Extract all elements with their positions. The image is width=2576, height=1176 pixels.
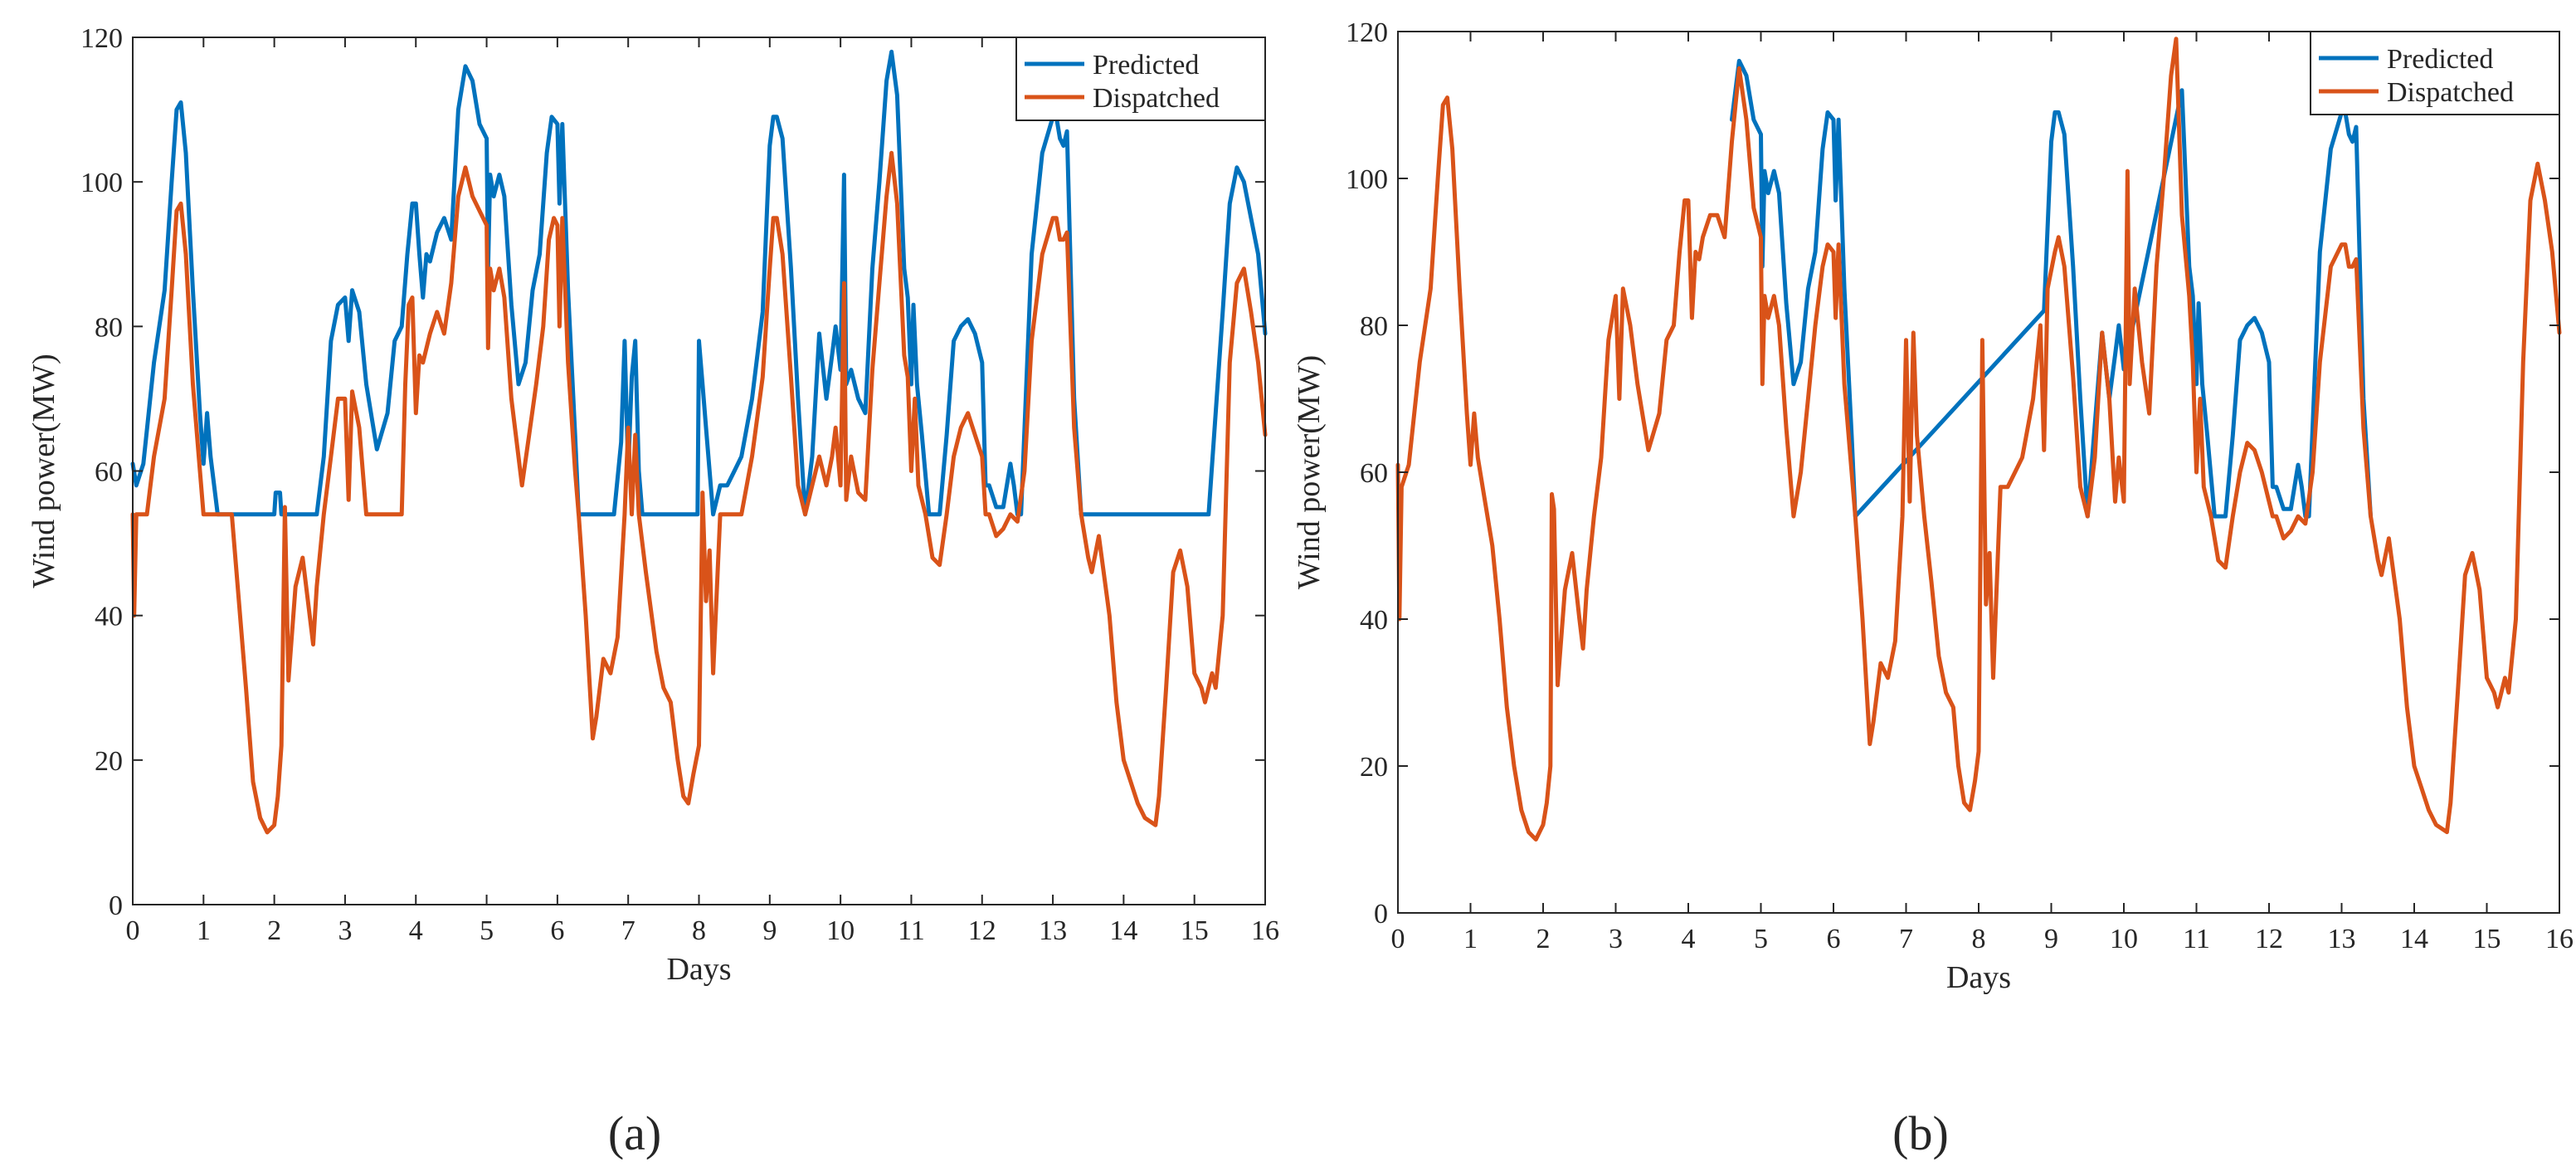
- x-tick-label: 7: [1899, 924, 1913, 954]
- y-tick-label: 100: [80, 168, 123, 198]
- legend-label-dispatched: Dispatched: [1093, 83, 1220, 114]
- x-tick-label: 8: [1972, 924, 1986, 954]
- x-tick-label: 10: [826, 915, 855, 946]
- panel-a: 0 1 2 3 4 5 6 7 8 9 10 11 12 13 14 15 16020406080100120D…: [27, 23, 1279, 987]
- x-tick-label: 12: [968, 915, 996, 946]
- x-tick-label: 0: [1391, 924, 1405, 954]
- legend-label-predicted: Predicted: [2387, 44, 2493, 75]
- panel-label-a: (a): [608, 1106, 661, 1160]
- x-tick-label: 5: [480, 915, 494, 946]
- y-axis-label: Wind power(MW): [1292, 355, 1327, 589]
- panel-label-b: (b): [1892, 1106, 1949, 1160]
- panel-b: 0 1 2 3 4 5 6 7 8 9 10 11 12 13 14 15 16020406080100120D…: [1292, 17, 2574, 995]
- x-tick-label: 11: [898, 915, 925, 946]
- y-tick-label: 20: [1360, 752, 1388, 783]
- x-tick-label: 5: [1754, 924, 1768, 954]
- y-tick-label: 0: [1374, 899, 1388, 930]
- x-tick-label: 9: [762, 915, 777, 946]
- legend-box: [2310, 31, 2560, 115]
- x-tick-label: 9: [2044, 924, 2058, 954]
- y-tick-label: 120: [1346, 17, 1388, 48]
- x-tick-label: 14: [1109, 915, 1137, 946]
- y-tick-label: 0: [109, 891, 123, 921]
- x-tick-label: 6: [550, 915, 564, 946]
- y-tick-label: 60: [95, 457, 123, 488]
- x-tick-label: 13: [2328, 924, 2356, 954]
- x-tick-label: 13: [1039, 915, 1067, 946]
- y-tick-label: 80: [1360, 311, 1388, 342]
- x-tick-label: 3: [338, 915, 352, 946]
- x-tick-label: 3: [1609, 924, 1623, 954]
- x-tick-label: 15: [1181, 915, 1209, 946]
- legend-label-dispatched: Dispatched: [2387, 77, 2514, 108]
- x-tick-label: 0: [126, 915, 140, 946]
- x-tick-label: 16: [2545, 924, 2574, 954]
- x-tick-label: 10: [2110, 924, 2138, 954]
- x-tick-label: 15: [2473, 924, 2501, 954]
- y-axis-label: Wind power(MW): [27, 354, 61, 588]
- x-tick-label: 11: [2183, 924, 2210, 954]
- x-tick-label: 12: [2255, 924, 2283, 954]
- x-tick-label: 1: [197, 915, 211, 946]
- x-tick-label: 4: [1682, 924, 1696, 954]
- y-tick-label: 60: [1360, 458, 1388, 489]
- legend-box: [1015, 37, 1266, 121]
- x-tick-label: 1: [1463, 924, 1478, 954]
- x-tick-label: 2: [1536, 924, 1551, 954]
- series-line-dispatched: [130, 150, 1268, 835]
- x-tick-label: 7: [621, 915, 635, 946]
- series-line-dispatched: [1395, 37, 2562, 842]
- legend-label-predicted: Predicted: [1093, 50, 1199, 81]
- x-axis-label: Days: [1946, 960, 2011, 995]
- x-tick-label: 16: [1251, 915, 1279, 946]
- y-tick-label: 80: [95, 312, 123, 343]
- x-axis-label: Days: [666, 952, 731, 987]
- y-tick-label: 100: [1346, 164, 1388, 195]
- y-tick-label: 120: [80, 23, 123, 54]
- y-tick-label: 40: [1360, 605, 1388, 636]
- x-tick-label: 14: [2400, 924, 2428, 954]
- y-tick-label: 40: [95, 602, 123, 632]
- plot-area-box: [1397, 31, 2560, 914]
- x-tick-label: 4: [409, 915, 423, 946]
- x-tick-label: 8: [692, 915, 706, 946]
- x-tick-label: 2: [267, 915, 281, 946]
- series-line-predicted: [1730, 58, 2373, 519]
- series-line-predicted: [130, 49, 1268, 517]
- y-tick-label: 20: [95, 746, 123, 777]
- x-tick-label: 6: [1827, 924, 1841, 954]
